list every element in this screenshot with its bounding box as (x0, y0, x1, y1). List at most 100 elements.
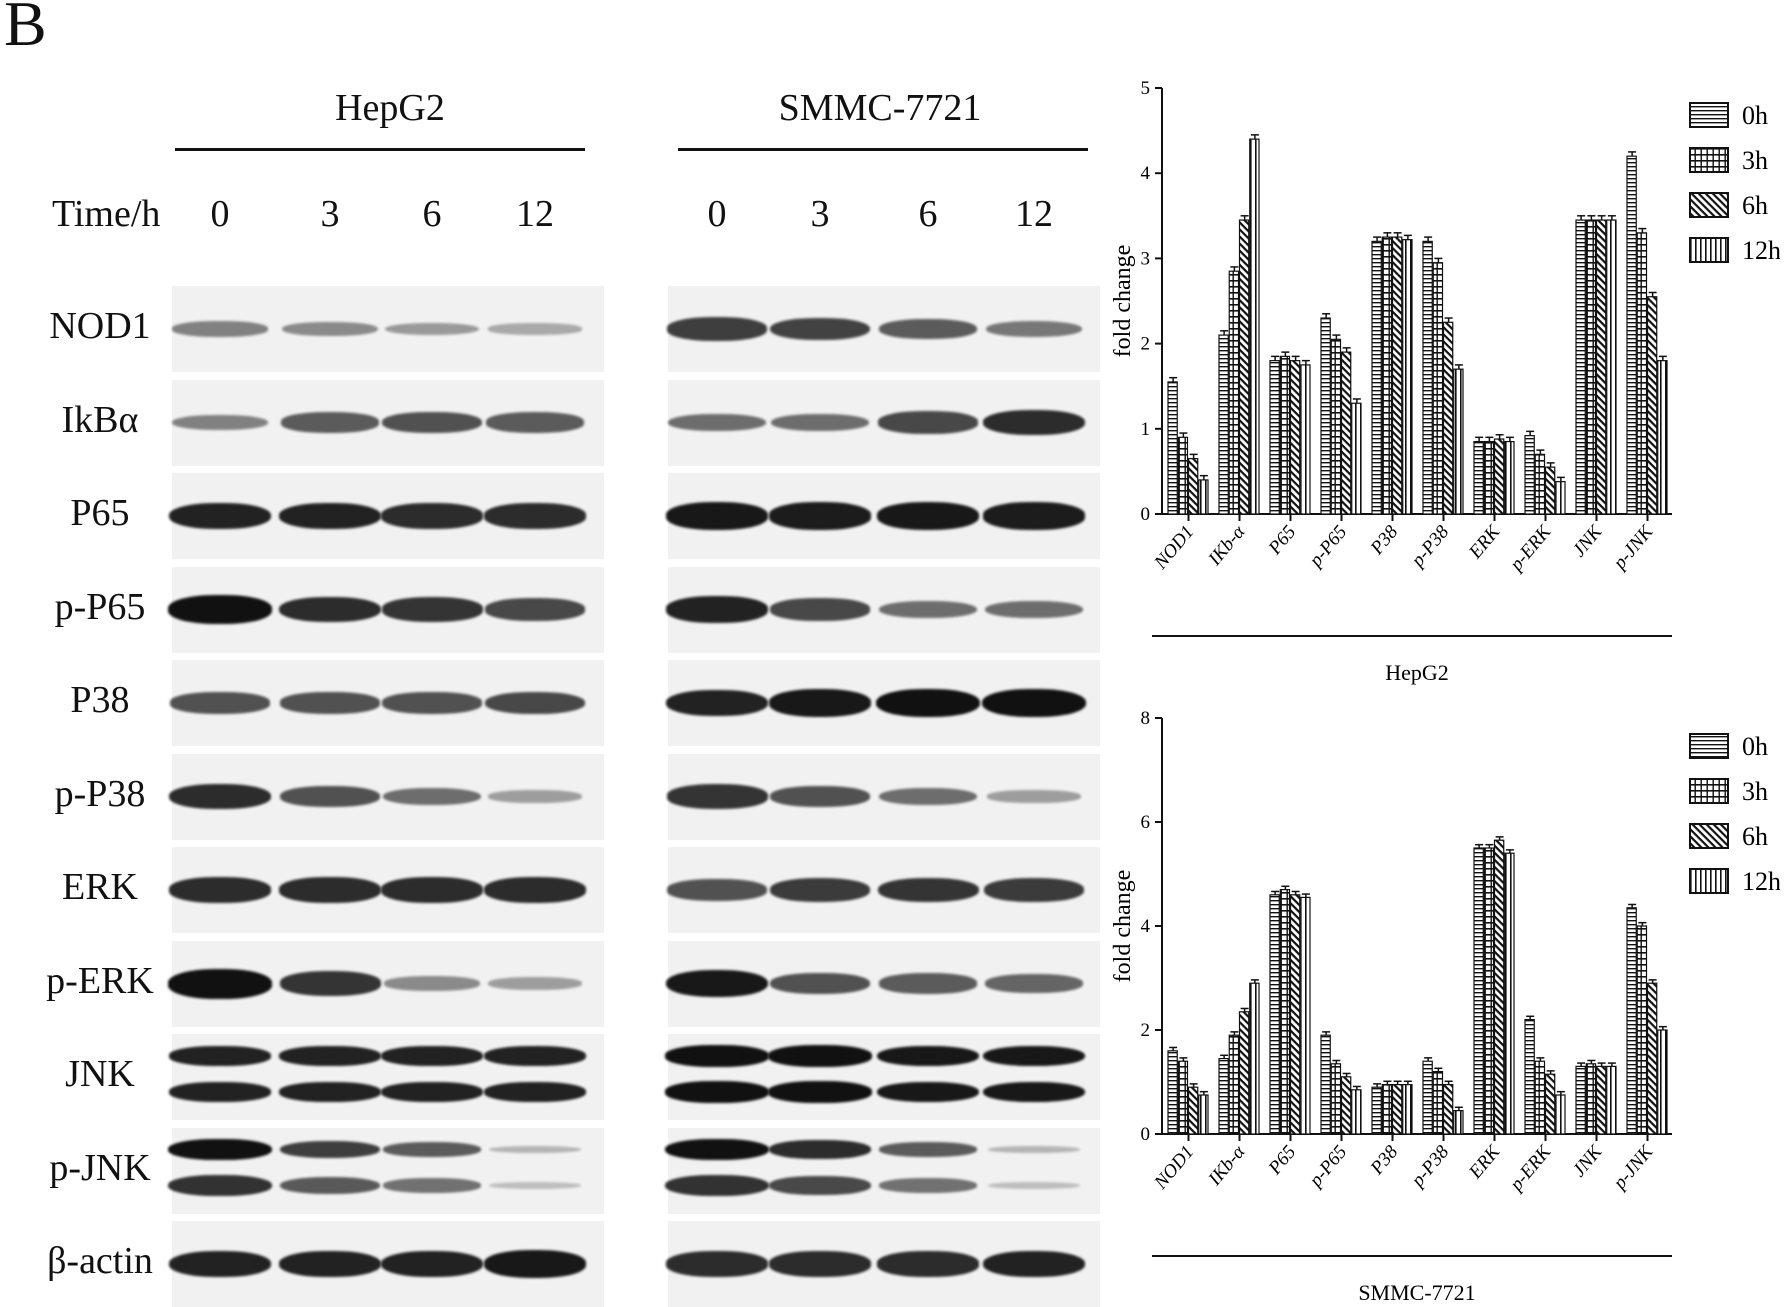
x-category-label: ERK (1465, 1141, 1506, 1184)
bar-3h (1330, 338, 1342, 515)
protein-label: P38 (70, 679, 130, 721)
bar-3h (1228, 1034, 1240, 1135)
x-category-label: p-P38 (1406, 1141, 1454, 1192)
cell-line-title: SMMC-7721 (778, 87, 982, 129)
protein-band (278, 1250, 382, 1278)
bar-0h (1320, 317, 1331, 515)
protein-band (483, 1081, 587, 1102)
protein-band (485, 598, 585, 621)
protein-band (876, 1081, 980, 1103)
protein-label: p-JNK (49, 1146, 151, 1189)
bar-0h (1575, 219, 1586, 515)
y-tick-label: 0 (1141, 504, 1151, 525)
bar-6h (1493, 438, 1505, 515)
legend-label: 3h (1742, 777, 1768, 806)
x-category-label: NOD1 (1150, 1142, 1199, 1194)
x-category-label: p-P65 (1304, 1142, 1351, 1193)
protein-band (382, 411, 482, 434)
time-point-label: 6 (918, 193, 938, 235)
protein-band (169, 783, 271, 810)
x-category-label: P65 (1264, 1142, 1300, 1180)
bar-6h (1340, 351, 1352, 515)
legend-label: 0h (1742, 732, 1768, 761)
cell-line-underline (678, 148, 1088, 151)
protein-band (280, 785, 380, 808)
bar-6h (1238, 1011, 1250, 1135)
y-tick-label: 6 (1141, 812, 1151, 833)
protein-band (768, 502, 872, 530)
protein-band (381, 597, 483, 622)
protein-band (985, 974, 1083, 993)
protein-band (168, 968, 272, 999)
legend-swatch (1689, 778, 1729, 804)
protein-band (380, 1081, 484, 1102)
protein-band (769, 1175, 871, 1196)
bar-6h (1544, 1073, 1556, 1135)
y-tick-label: 0 (1141, 1124, 1151, 1145)
bar-0h (1473, 847, 1484, 1135)
protein-band (665, 596, 769, 623)
bar-6h (1391, 1084, 1403, 1135)
bar-12h (1351, 1089, 1362, 1135)
protein-band (488, 1181, 582, 1190)
bar-3h (1585, 219, 1597, 515)
bar-6h (1187, 458, 1199, 515)
x-category-label: p-JNK (1608, 521, 1658, 575)
legend-swatch (1689, 192, 1729, 218)
bar-12h (1249, 982, 1260, 1135)
bar-6h (1289, 360, 1301, 515)
y-tick-label: 5 (1141, 78, 1151, 99)
protein-band (171, 414, 269, 431)
protein-band (382, 692, 482, 714)
bar-3h (1534, 1060, 1546, 1135)
protein-band (878, 1141, 978, 1158)
protein-band (381, 877, 483, 903)
bar-3h (1483, 440, 1495, 515)
legend-label: 12h (1742, 867, 1780, 896)
bar-3h (1279, 355, 1291, 515)
protein-band (171, 321, 269, 337)
bar-12h (1198, 1094, 1209, 1135)
x-category-label: p-P38 (1406, 521, 1454, 572)
x-category-label: p-ERK (1505, 521, 1556, 577)
protein-band (877, 877, 979, 903)
protein-band (381, 503, 483, 529)
protein-band (168, 1045, 272, 1066)
protein-band (383, 787, 481, 806)
protein-band (665, 502, 769, 530)
bar-0h (1473, 440, 1484, 515)
x-category-label: NOD1 (1150, 522, 1199, 574)
bar-3h (1381, 1084, 1393, 1135)
bar-6h (1442, 1084, 1454, 1135)
bar-6h (1391, 236, 1403, 515)
protein-label: p-P38 (54, 772, 146, 815)
y-axis-title: fold change (1110, 870, 1136, 983)
bar-12h (1300, 364, 1311, 515)
bar-0h (1524, 1019, 1535, 1135)
legend-swatch (1689, 102, 1729, 128)
protein-band (983, 409, 1085, 436)
protein-band (380, 1250, 484, 1278)
bar-6h (1187, 1086, 1199, 1135)
protein-band (982, 1045, 1086, 1067)
bar-12h (1300, 896, 1311, 1135)
y-tick-label: 8 (1141, 708, 1151, 729)
bar-0h (1626, 155, 1637, 515)
protein-band (770, 598, 870, 621)
protein-band (382, 1141, 482, 1158)
protein-band (169, 877, 271, 903)
protein-band (876, 502, 980, 530)
protein-label: p-ERK (46, 959, 154, 1002)
protein-band (876, 688, 980, 718)
protein-band (878, 1177, 978, 1194)
protein-band (665, 969, 769, 998)
protein-band (279, 877, 381, 903)
protein-label: IkBα (61, 398, 139, 441)
time-point-label: 3 (810, 193, 830, 235)
protein-band (168, 1250, 272, 1278)
protein-band (768, 1081, 872, 1103)
bar-6h (1238, 219, 1250, 515)
protein-band (983, 878, 1085, 902)
bar-3h (1483, 847, 1495, 1135)
x-category-label: IKb-α (1204, 521, 1250, 570)
